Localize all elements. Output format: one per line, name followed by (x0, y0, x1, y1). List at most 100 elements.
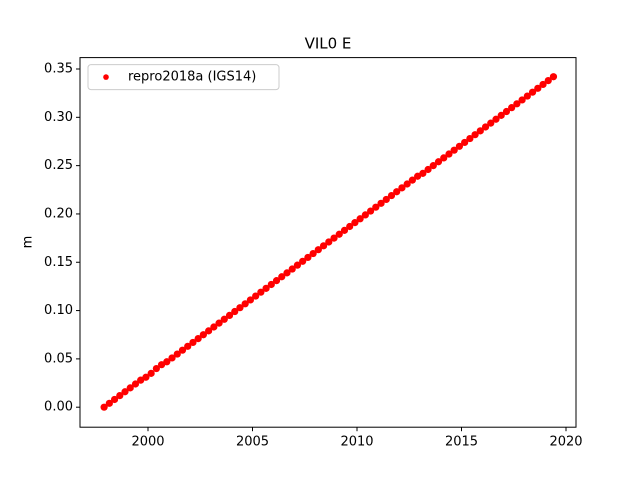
x-tick-label: 2005 (236, 435, 269, 450)
chart-title: VIL0 E (305, 35, 352, 53)
data-point (246, 296, 255, 304)
data-point (304, 253, 312, 262)
plot-frame (79, 57, 577, 428)
legend-box (87, 64, 280, 91)
data-point (262, 284, 270, 292)
data-point (325, 238, 333, 246)
x-tick-label: 2010 (340, 435, 373, 450)
data-point (549, 73, 558, 81)
data-point (434, 158, 443, 166)
data-point (419, 169, 427, 177)
data-point (215, 319, 223, 327)
data-point (356, 215, 364, 223)
y-axis-label: m (21, 236, 36, 249)
data-point (100, 403, 108, 411)
y-tick-label: 0.25 (44, 158, 73, 173)
data-point (487, 119, 495, 127)
y-tick-label: 0.15 (44, 255, 73, 270)
data-point (121, 388, 129, 396)
data-point (492, 115, 500, 123)
data-point (387, 191, 396, 200)
x-tick-label: 2015 (445, 435, 478, 450)
data-point (288, 265, 296, 273)
data-point (330, 234, 338, 242)
data-point (236, 304, 244, 312)
data-point (455, 142, 464, 150)
data-point (528, 88, 537, 96)
data-point (513, 100, 521, 108)
data-point (508, 104, 516, 112)
y-tick-label: 0.00 (44, 400, 73, 415)
data-point (461, 138, 469, 147)
data-point (481, 123, 490, 131)
y-tick-label: 0.30 (44, 110, 73, 125)
data-point (152, 364, 160, 373)
data-point (319, 242, 328, 250)
x-tick-label: 2020 (549, 435, 582, 450)
data-point (534, 84, 542, 92)
data-point (393, 188, 401, 196)
data-point (539, 80, 547, 89)
y-tick-label: 0.05 (44, 351, 73, 366)
data-point (502, 107, 511, 116)
data-point (314, 246, 322, 254)
legend-label: repro2018a (IGS14) (128, 70, 256, 85)
data-point (335, 230, 343, 238)
data-point (116, 392, 124, 400)
data-point (372, 203, 380, 211)
data-point (147, 369, 155, 377)
data-point (163, 358, 171, 366)
data-point (293, 261, 302, 269)
data-point (252, 292, 260, 300)
data-point (241, 300, 249, 308)
data-point (450, 146, 458, 154)
x-tick-label: 2000 (131, 435, 164, 450)
data-point (429, 162, 437, 170)
data-point (231, 307, 239, 316)
data-point (142, 373, 150, 381)
y-tick-label: 0.20 (44, 206, 73, 221)
data-point (110, 395, 119, 404)
data-point (518, 96, 526, 104)
data-point (377, 199, 385, 207)
data-point (544, 76, 552, 85)
data-point (184, 342, 192, 350)
data-point (105, 399, 113, 407)
data-point (366, 207, 375, 215)
y-tick-label: 0.10 (44, 303, 73, 318)
data-point (440, 154, 448, 162)
data-point (178, 346, 187, 354)
data-point (299, 257, 307, 265)
data-point (205, 327, 213, 335)
data-point (309, 249, 317, 258)
data-point (466, 134, 474, 143)
y-tick-label: 0.35 (44, 62, 73, 77)
data-point (497, 111, 505, 119)
data-point (189, 338, 197, 347)
data-point (340, 226, 349, 234)
data-point (210, 323, 218, 331)
data-point (168, 354, 176, 362)
data-point (523, 92, 531, 100)
data-point (408, 176, 416, 184)
data-point (199, 331, 207, 339)
data-point (361, 211, 369, 219)
data-point (278, 273, 286, 281)
data-point (173, 350, 181, 358)
data-point (445, 150, 453, 158)
data-point (471, 131, 479, 139)
data-point (194, 334, 202, 343)
data-point (398, 184, 406, 192)
data-point (382, 195, 390, 204)
data-point (257, 288, 265, 296)
data-point (476, 127, 484, 135)
data-point (272, 277, 281, 285)
data-point (403, 180, 411, 188)
data-point (351, 219, 359, 227)
data-point (283, 269, 291, 277)
data-point (267, 280, 275, 289)
data-point (126, 384, 134, 392)
legend-marker (103, 74, 109, 80)
data-point (225, 311, 234, 320)
